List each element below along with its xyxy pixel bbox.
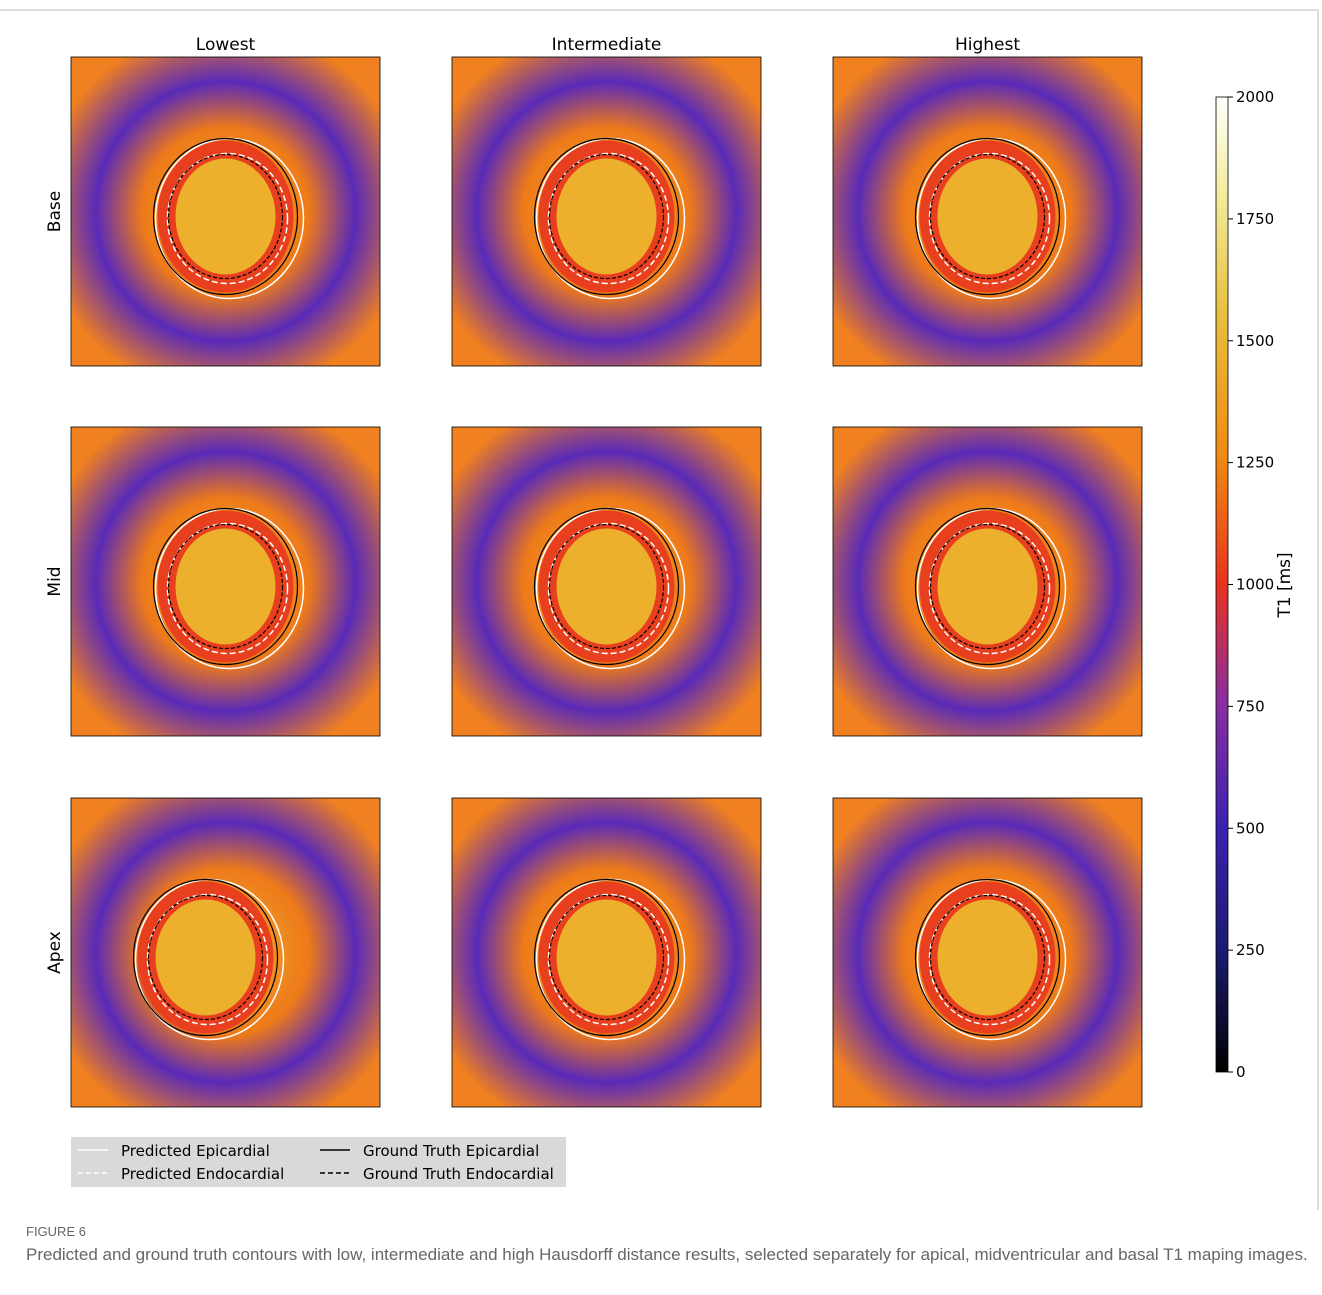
pred-endo [547, 152, 670, 285]
blood-pool [937, 899, 1038, 1016]
colorbar-label: T1 [ms] [1275, 552, 1295, 618]
column-title: Highest [955, 35, 1020, 55]
gt-endo [167, 153, 284, 280]
row-label: Mid [45, 566, 65, 596]
gt-endo [929, 894, 1046, 1021]
gt-endo [548, 523, 665, 650]
gt-epi [152, 137, 299, 296]
caption-text: Predicted and ground truth contours with… [26, 1245, 1308, 1264]
pred-endo [166, 152, 289, 285]
gt-endo [548, 894, 665, 1021]
pred-endo [928, 152, 1051, 285]
legend: Predicted Epicardial Predicted Endocardi… [71, 1137, 566, 1187]
blood-pool [937, 158, 1038, 275]
gt-endo [548, 153, 665, 280]
row-label: Apex [45, 931, 65, 974]
gt-epi [533, 878, 680, 1037]
blood-pool [556, 899, 657, 1016]
legend-label: Predicted Endocardial [121, 1165, 284, 1183]
legend-box [71, 1137, 566, 1187]
figure: T1 [ms] Predicted Epicardial Predicted E… [0, 9, 1319, 1210]
pred-endo [928, 893, 1051, 1026]
blood-pool [175, 158, 276, 275]
pred-endo [928, 522, 1051, 655]
blood-pool [155, 899, 256, 1016]
pred-endo [547, 893, 670, 1026]
colorbar-tick-label: 1750 [1236, 210, 1274, 228]
blood-pool [556, 528, 657, 645]
pred-endo [547, 522, 670, 655]
pred-endo [166, 522, 289, 655]
gt-endo [929, 523, 1046, 650]
column-title: Lowest [196, 35, 256, 55]
caption-label: FIGURE 6 [26, 1224, 86, 1239]
blood-pool [175, 528, 276, 645]
legend-label: Ground Truth Epicardial [363, 1142, 539, 1160]
gt-epi [914, 137, 1061, 296]
gt-endo [167, 523, 284, 650]
gt-epi [132, 878, 279, 1037]
gt-endo [929, 153, 1046, 280]
gt-epi [914, 878, 1061, 1037]
colorbar-tick-label: 1250 [1236, 454, 1274, 472]
colorbar-tick-label: 1500 [1236, 332, 1274, 350]
colorbar [1215, 96, 1229, 1073]
legend-label: Ground Truth Endocardial [363, 1165, 554, 1183]
blood-pool [937, 528, 1038, 645]
gt-epi [914, 507, 1061, 666]
colorbar-tick-label: 250 [1236, 941, 1265, 959]
gt-epi [533, 137, 680, 296]
blood-pool [556, 158, 657, 275]
colorbar-tick-label: 500 [1236, 819, 1265, 837]
colorbar-tick-label: 1000 [1236, 576, 1274, 594]
colorbar-tick-label: 0 [1236, 1063, 1246, 1081]
row-label: Base [45, 191, 65, 232]
pred-endo [146, 893, 269, 1026]
gt-endo [147, 894, 264, 1021]
gt-epi [152, 507, 299, 666]
legend-label: Predicted Epicardial [121, 1142, 270, 1160]
colorbar-tick-label: 2000 [1236, 88, 1274, 106]
colorbar-tick-label: 750 [1236, 697, 1265, 715]
gt-epi [533, 507, 680, 666]
column-title: Intermediate [552, 35, 662, 55]
